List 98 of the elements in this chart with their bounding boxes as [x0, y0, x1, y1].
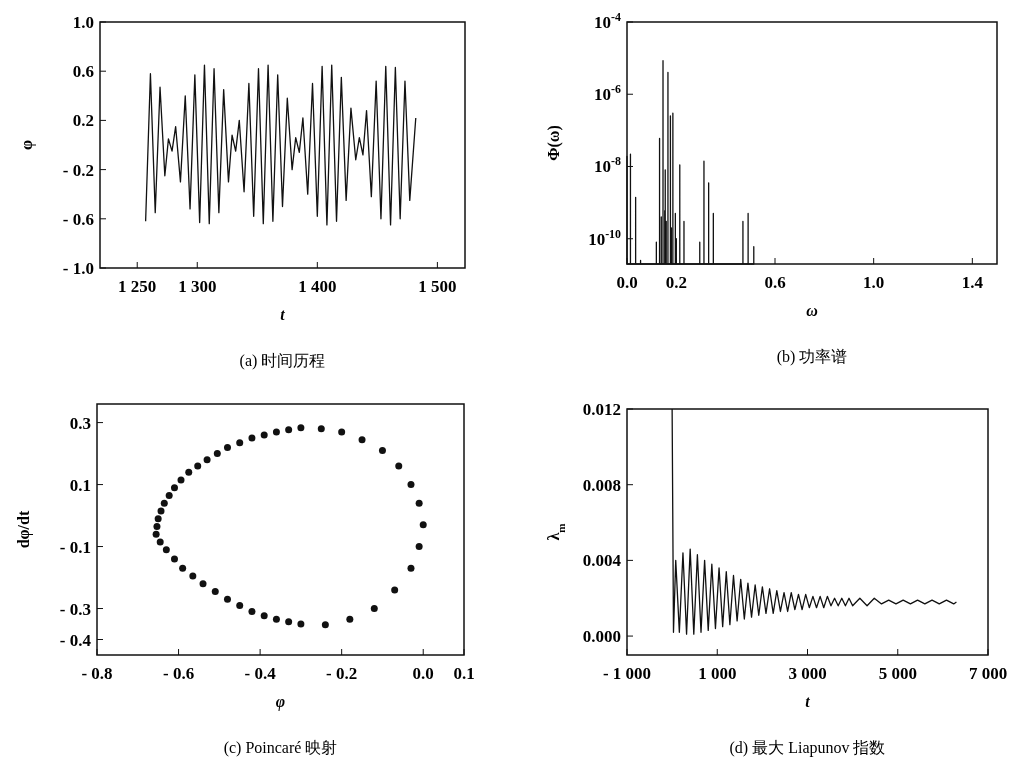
point	[415, 499, 423, 507]
point	[189, 572, 197, 580]
point	[160, 499, 168, 507]
y-tick-label: 0.3	[69, 413, 91, 433]
text: (c) Poincaré 映射	[223, 739, 338, 757]
point	[211, 587, 219, 595]
x-tick-label: - 0.8	[81, 664, 113, 683]
x-tick-label: 5 000	[878, 664, 917, 683]
point	[154, 515, 162, 523]
y-tick-label: 0.004	[582, 551, 622, 571]
y-tick-label: 0.2	[72, 111, 94, 131]
point	[236, 439, 244, 447]
y-axis-title: φ	[18, 139, 36, 150]
point	[185, 468, 193, 476]
point	[321, 621, 329, 629]
x-tick-label: - 1 000	[602, 664, 652, 683]
x-tick-label: 0.0	[412, 664, 434, 683]
x-tick-label: 1 400	[298, 277, 337, 296]
y-tick-label: 0.008	[582, 475, 621, 495]
point	[285, 618, 293, 626]
point	[162, 546, 170, 554]
point	[213, 450, 221, 458]
y-tick-label: 10$^{-8}$	[594, 154, 622, 177]
y-tick-label: - 0.6	[62, 209, 94, 229]
point	[297, 620, 305, 628]
y-tick-label: - 0.3	[59, 599, 91, 619]
point	[179, 564, 187, 572]
text: (d) 最大 Liapunov 指数	[729, 739, 886, 757]
point	[407, 564, 415, 572]
point	[236, 601, 244, 609]
y-tick-label: 10$^{-4}$	[594, 10, 622, 32]
y-tick-label: 0.012	[582, 400, 621, 419]
y-axis-title: Φ(ω)	[545, 125, 563, 161]
point	[223, 443, 231, 451]
point	[248, 608, 256, 616]
point	[391, 586, 399, 594]
text: (a) 时间历程	[239, 352, 326, 370]
point	[223, 595, 231, 603]
point	[297, 424, 305, 432]
point	[152, 530, 160, 538]
x-tick-label: - 0.6	[162, 664, 195, 683]
y-tick-label: 0.6	[72, 62, 94, 82]
x-axis-title: t	[805, 693, 811, 710]
point	[272, 428, 280, 436]
x-tick-label: - 0.4	[244, 664, 277, 683]
y-tick-label: 0.1	[69, 475, 91, 495]
point	[156, 538, 164, 546]
y-tick-label: - 0.1	[59, 537, 91, 557]
line-series	[144, 64, 417, 226]
point	[317, 425, 325, 433]
point	[194, 462, 202, 470]
y-tick-label: 10$^{-10}$	[588, 226, 622, 249]
point	[285, 426, 293, 434]
x-tick-label: 1.0	[863, 273, 885, 292]
point	[407, 481, 415, 489]
x-tick-label: 1 250	[118, 277, 157, 296]
x-tick-label: 0.6	[764, 273, 786, 292]
y-axis-title: dφ/dt	[15, 510, 33, 549]
point	[272, 615, 280, 623]
point	[260, 612, 268, 620]
text: (b) 功率谱	[776, 348, 848, 366]
x-axis-title: ω	[806, 302, 818, 319]
x-tick-label: 7 000	[968, 664, 1008, 683]
x-tick-label: - 0.2	[326, 664, 358, 683]
y-tick-label: - 0.4	[59, 630, 92, 650]
point	[395, 462, 403, 470]
point	[177, 476, 185, 484]
x-axis-title: φ	[275, 693, 286, 711]
x-tick-label: 1.4	[961, 273, 984, 292]
point	[419, 521, 427, 529]
x-axis-title: t	[280, 306, 286, 323]
y-tick-label: 10$^{-6}$	[594, 82, 622, 105]
point	[153, 522, 161, 530]
point	[165, 491, 173, 499]
point	[170, 555, 178, 563]
x-tick-label: 0.1	[453, 664, 475, 683]
y-tick-label: 1.0	[72, 13, 94, 32]
x-tick-label: 0.0	[616, 273, 638, 292]
point	[157, 507, 165, 515]
y-tick-label: - 0.2	[62, 160, 94, 180]
x-tick-label: 1 300	[178, 277, 217, 296]
point	[346, 615, 354, 623]
point	[199, 580, 207, 588]
point	[370, 605, 378, 613]
point	[203, 456, 211, 464]
point	[378, 446, 386, 454]
x-tick-label: 0.2	[665, 273, 687, 292]
y-tick-label: - 1.0	[62, 259, 94, 278]
point	[260, 431, 268, 439]
x-tick-label: 1 000	[698, 664, 737, 683]
point	[415, 543, 423, 551]
point	[170, 484, 178, 492]
x-tick-label: 1 500	[418, 277, 457, 296]
point	[248, 434, 256, 442]
x-tick-label: 3 000	[788, 664, 827, 683]
y-tick-label: 0.000	[582, 627, 621, 647]
point	[358, 436, 366, 444]
point	[338, 428, 346, 436]
